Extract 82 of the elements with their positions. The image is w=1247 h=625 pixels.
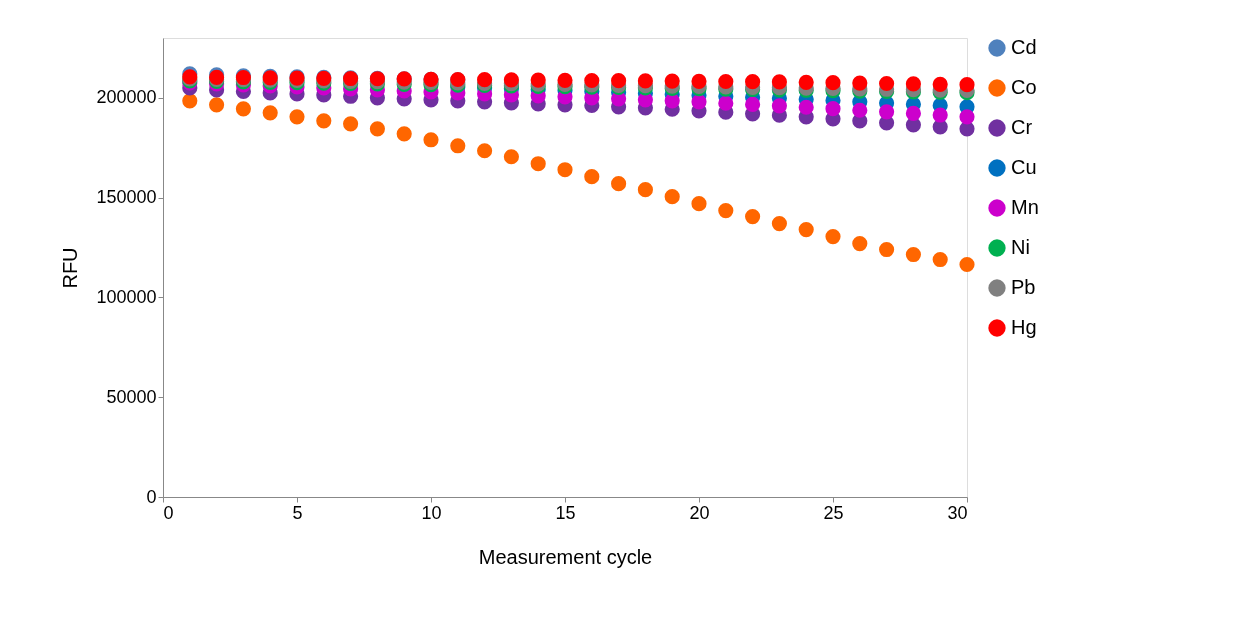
point bbox=[959, 256, 975, 273]
point bbox=[450, 138, 466, 154]
legend-label: Cr bbox=[1011, 116, 1033, 138]
x-tick-label: 30 bbox=[947, 502, 968, 523]
y-tick-label: 200000 bbox=[96, 87, 157, 108]
x-tick-label: 25 bbox=[823, 502, 844, 523]
legend-label: Pb bbox=[1011, 276, 1036, 298]
point bbox=[557, 162, 573, 178]
point bbox=[718, 73, 734, 90]
point bbox=[530, 72, 546, 88]
point bbox=[691, 196, 707, 212]
point bbox=[825, 101, 841, 117]
legend-label: Cd bbox=[1011, 36, 1037, 58]
y-tick-label: 50000 bbox=[106, 386, 157, 407]
point bbox=[530, 156, 546, 172]
legend-label: Cu bbox=[1011, 156, 1037, 178]
x-tick-label: 0 bbox=[163, 502, 174, 523]
point bbox=[771, 98, 787, 114]
y-tick-label: 0 bbox=[146, 486, 157, 507]
point bbox=[852, 75, 868, 91]
point bbox=[423, 132, 439, 148]
point bbox=[825, 75, 841, 91]
point bbox=[584, 72, 600, 89]
point bbox=[959, 77, 975, 93]
point bbox=[503, 149, 519, 165]
point bbox=[477, 143, 493, 159]
point bbox=[905, 246, 921, 263]
point bbox=[637, 182, 653, 198]
point bbox=[905, 76, 921, 92]
point bbox=[289, 109, 305, 125]
point bbox=[745, 74, 761, 90]
point bbox=[262, 105, 278, 121]
legend-label: Ni bbox=[1011, 236, 1030, 258]
point bbox=[691, 94, 707, 110]
point bbox=[932, 107, 948, 123]
point bbox=[209, 97, 225, 113]
point bbox=[852, 235, 868, 252]
point bbox=[852, 102, 868, 118]
x-axis-title: Measurement cycle bbox=[478, 545, 653, 568]
point bbox=[182, 93, 198, 109]
point bbox=[905, 105, 921, 121]
point bbox=[718, 203, 734, 219]
point bbox=[798, 99, 814, 115]
point bbox=[771, 216, 787, 232]
point bbox=[798, 74, 814, 90]
point bbox=[664, 93, 680, 109]
point bbox=[879, 75, 895, 92]
point bbox=[316, 113, 332, 129]
y-axis-title: RFU bbox=[59, 247, 82, 289]
legend-label: Mn bbox=[1011, 196, 1039, 218]
y-tick-label: 100000 bbox=[96, 286, 157, 307]
point bbox=[932, 76, 948, 92]
point bbox=[745, 96, 761, 113]
point bbox=[557, 72, 573, 88]
point bbox=[611, 73, 627, 89]
x-tick-label: 5 bbox=[292, 502, 303, 523]
legend-label: Co bbox=[1011, 76, 1037, 98]
point bbox=[771, 74, 787, 90]
point bbox=[745, 209, 761, 225]
point bbox=[825, 229, 841, 245]
point bbox=[611, 176, 627, 192]
point bbox=[396, 126, 412, 142]
x-tick-label: 20 bbox=[689, 502, 710, 523]
point bbox=[637, 73, 653, 89]
point bbox=[369, 121, 385, 137]
point bbox=[664, 73, 680, 89]
point bbox=[691, 73, 707, 89]
point bbox=[664, 189, 680, 205]
point bbox=[879, 241, 895, 258]
point bbox=[584, 169, 600, 185]
point bbox=[879, 104, 895, 120]
point bbox=[959, 109, 975, 125]
x-tick-label: 15 bbox=[555, 502, 576, 523]
legend-label: Hg bbox=[1011, 316, 1037, 338]
point bbox=[235, 101, 251, 117]
point bbox=[718, 95, 734, 111]
y-tick-label: 150000 bbox=[96, 187, 157, 208]
x-tick-label: 10 bbox=[421, 502, 442, 523]
point bbox=[503, 72, 519, 88]
point bbox=[798, 222, 814, 238]
point bbox=[932, 251, 948, 268]
point bbox=[343, 116, 359, 132]
